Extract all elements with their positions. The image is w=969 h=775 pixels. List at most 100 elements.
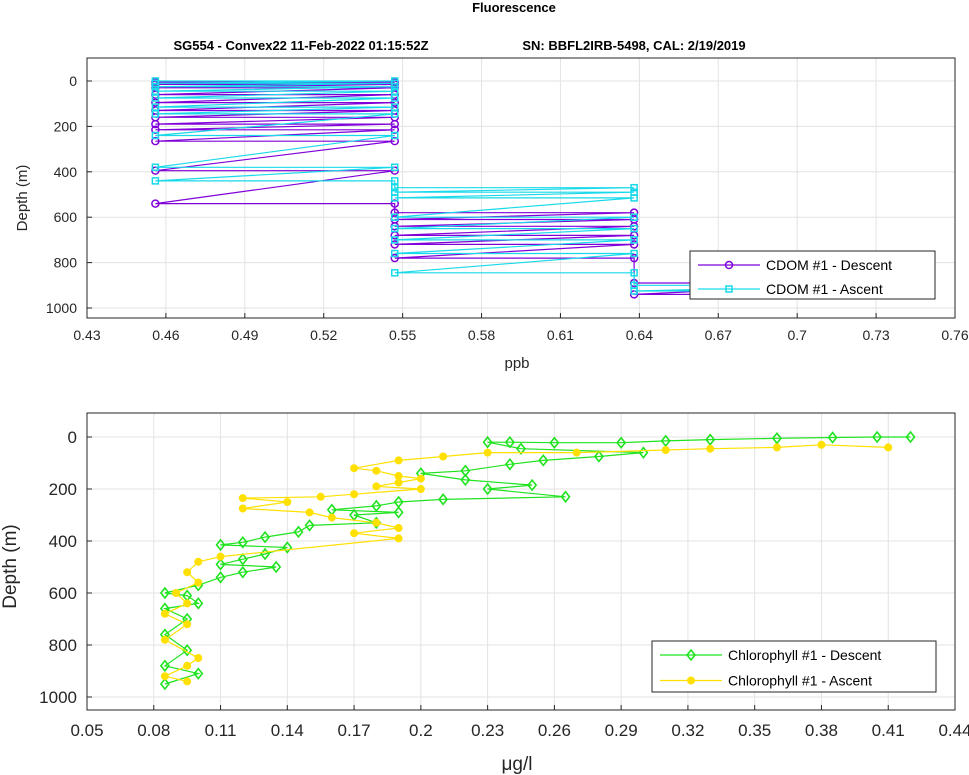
x-tick-label: 0.44 — [938, 721, 969, 740]
y-tick-label: 0 — [69, 73, 77, 89]
data-point — [630, 194, 638, 202]
y-tick-label: 1000 — [46, 300, 77, 316]
data-point — [293, 525, 304, 539]
data-point — [216, 552, 225, 561]
data-point — [159, 677, 170, 691]
x-tick-label: 0.14 — [271, 721, 304, 740]
chlorophyll-plot: 0.05 0.08 0.11 0.14 0.17 0.2 0.23 0.26 0.29 0.32 0… — [0, 412, 969, 775]
data-point — [159, 586, 170, 600]
x-tick-label: 0.52 — [310, 327, 337, 343]
data-point — [215, 538, 226, 552]
data-point — [394, 472, 403, 480]
y-tick-label: 200 — [49, 480, 77, 499]
x-axis-label: ppb — [504, 355, 529, 372]
legend-marker — [687, 676, 695, 685]
x-tick-label: 0.43 — [73, 327, 100, 343]
data-point — [151, 131, 160, 140]
data-point — [151, 82, 160, 91]
data-point — [390, 103, 399, 111]
data-point — [390, 177, 399, 185]
x-tick-label: 0.2 — [409, 721, 433, 740]
data-point — [160, 635, 169, 644]
data-point — [390, 199, 399, 208]
data-point — [827, 431, 838, 444]
data-point — [538, 454, 549, 467]
data-point — [327, 513, 336, 522]
data-point — [515, 442, 527, 455]
data-point — [151, 98, 160, 107]
x-tick-label: 0.49 — [231, 327, 258, 343]
figure-subtitle-right: SN: BBFL2IRB-5498, CAL: 2/19/2019 — [522, 38, 745, 53]
data-point — [350, 464, 359, 473]
y-tick-label: 0 — [68, 428, 77, 447]
y-axis-label: Depth (m) — [0, 524, 21, 608]
x-tick-label: 0.29 — [605, 721, 638, 740]
data-point — [390, 194, 399, 202]
data-point — [194, 557, 203, 566]
data-point — [817, 440, 826, 449]
data-point — [390, 110, 399, 118]
data-point — [194, 654, 203, 662]
data-point — [390, 87, 399, 95]
data-point — [151, 110, 160, 118]
data-point — [572, 448, 581, 457]
data-point — [390, 249, 399, 258]
data-point — [151, 163, 160, 172]
y-axis-label: Depth (m) — [14, 165, 31, 232]
data-point — [390, 94, 399, 102]
data-point — [884, 443, 893, 452]
data-point — [905, 430, 916, 444]
data-point — [193, 667, 204, 680]
data-point — [151, 87, 160, 95]
data-point — [372, 482, 381, 491]
data-point — [183, 677, 192, 686]
data-point — [151, 119, 160, 129]
series-line — [162, 436, 911, 685]
data-point — [560, 490, 571, 504]
data-point — [215, 571, 226, 584]
data-point — [390, 119, 399, 129]
y-tick-label: 200 — [54, 118, 78, 134]
x-tick-label: 0.08 — [137, 721, 170, 740]
x-tick-label: 0.46 — [152, 327, 179, 343]
data-point — [616, 436, 627, 450]
data-point — [193, 597, 204, 610]
data-point — [630, 249, 638, 258]
data-point — [629, 240, 639, 249]
data-point — [394, 524, 403, 532]
data-point — [390, 236, 399, 244]
x-tick-label: 0.17 — [338, 721, 371, 740]
data-point — [183, 620, 192, 629]
data-point — [394, 456, 403, 465]
data-point — [705, 433, 716, 446]
x-tick-label: 0.7 — [787, 327, 807, 343]
x-tick-label: 0.23 — [471, 721, 504, 740]
y-tick-label: 600 — [49, 584, 77, 603]
data-point — [371, 499, 382, 513]
y-tick-label: 800 — [54, 255, 78, 271]
data-point — [282, 541, 293, 554]
data-point — [238, 504, 247, 513]
data-point — [706, 444, 715, 453]
cdom-plot: 0.43 0.46 0.49 0.52 0.55 0.58 0.61 0.64 0.67 0.7 0… — [14, 57, 969, 372]
data-point — [304, 519, 315, 532]
x-tick-label: 0.58 — [468, 327, 495, 343]
data-point — [372, 518, 381, 527]
data-point — [630, 183, 638, 192]
data-point — [260, 530, 271, 544]
data-point — [372, 466, 381, 475]
x-tick-label: 0.11 — [205, 721, 237, 740]
legend-label: Chlorophyll #1 - Ascent — [728, 673, 872, 689]
legend-marker — [685, 648, 697, 662]
series-line — [163, 444, 889, 682]
data-point — [630, 213, 638, 221]
legend-marker — [724, 260, 734, 270]
data-point — [194, 578, 203, 587]
data-point — [630, 287, 638, 295]
data-point — [661, 446, 670, 454]
axes-box — [86, 57, 956, 319]
data-point — [439, 452, 448, 461]
y-tick-label: 400 — [49, 532, 77, 551]
legend-label: CDOM #1 - Descent — [766, 257, 892, 273]
y-tick-label: 1000 — [39, 688, 77, 707]
